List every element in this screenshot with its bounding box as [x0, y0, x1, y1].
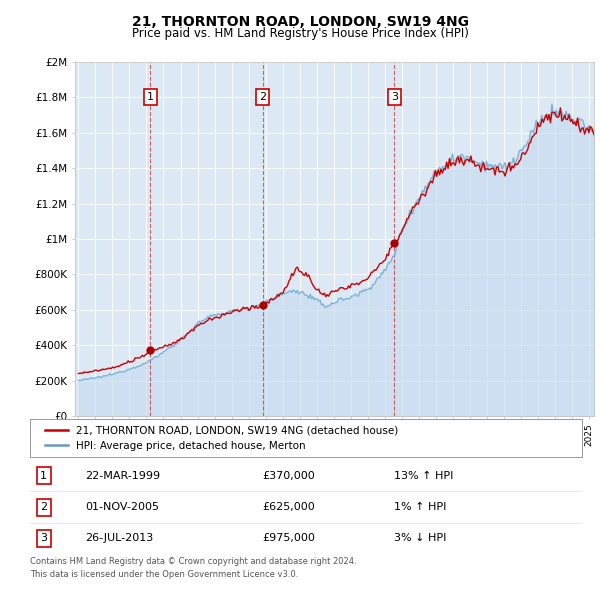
Text: 3: 3	[40, 533, 47, 543]
Text: 2: 2	[259, 93, 266, 102]
Text: 21, THORNTON ROAD, LONDON, SW19 4NG: 21, THORNTON ROAD, LONDON, SW19 4NG	[131, 15, 469, 29]
Text: 1: 1	[147, 93, 154, 102]
Text: 1: 1	[40, 471, 47, 481]
Text: 1% ↑ HPI: 1% ↑ HPI	[394, 502, 446, 512]
Text: This data is licensed under the Open Government Licence v3.0.: This data is licensed under the Open Gov…	[30, 570, 298, 579]
Text: Contains HM Land Registry data © Crown copyright and database right 2024.: Contains HM Land Registry data © Crown c…	[30, 557, 356, 566]
Text: 3% ↓ HPI: 3% ↓ HPI	[394, 533, 446, 543]
Text: Price paid vs. HM Land Registry's House Price Index (HPI): Price paid vs. HM Land Registry's House …	[131, 27, 469, 40]
Text: 3: 3	[391, 93, 398, 102]
Text: 13% ↑ HPI: 13% ↑ HPI	[394, 471, 454, 481]
Legend: 21, THORNTON ROAD, LONDON, SW19 4NG (detached house), HPI: Average price, detach: 21, THORNTON ROAD, LONDON, SW19 4NG (det…	[41, 421, 403, 455]
Text: 26-JUL-2013: 26-JUL-2013	[85, 533, 154, 543]
Text: £625,000: £625,000	[262, 502, 314, 512]
Text: 2: 2	[40, 502, 47, 512]
Text: £975,000: £975,000	[262, 533, 315, 543]
Text: 01-NOV-2005: 01-NOV-2005	[85, 502, 159, 512]
Text: £370,000: £370,000	[262, 471, 314, 481]
Text: 22-MAR-1999: 22-MAR-1999	[85, 471, 160, 481]
